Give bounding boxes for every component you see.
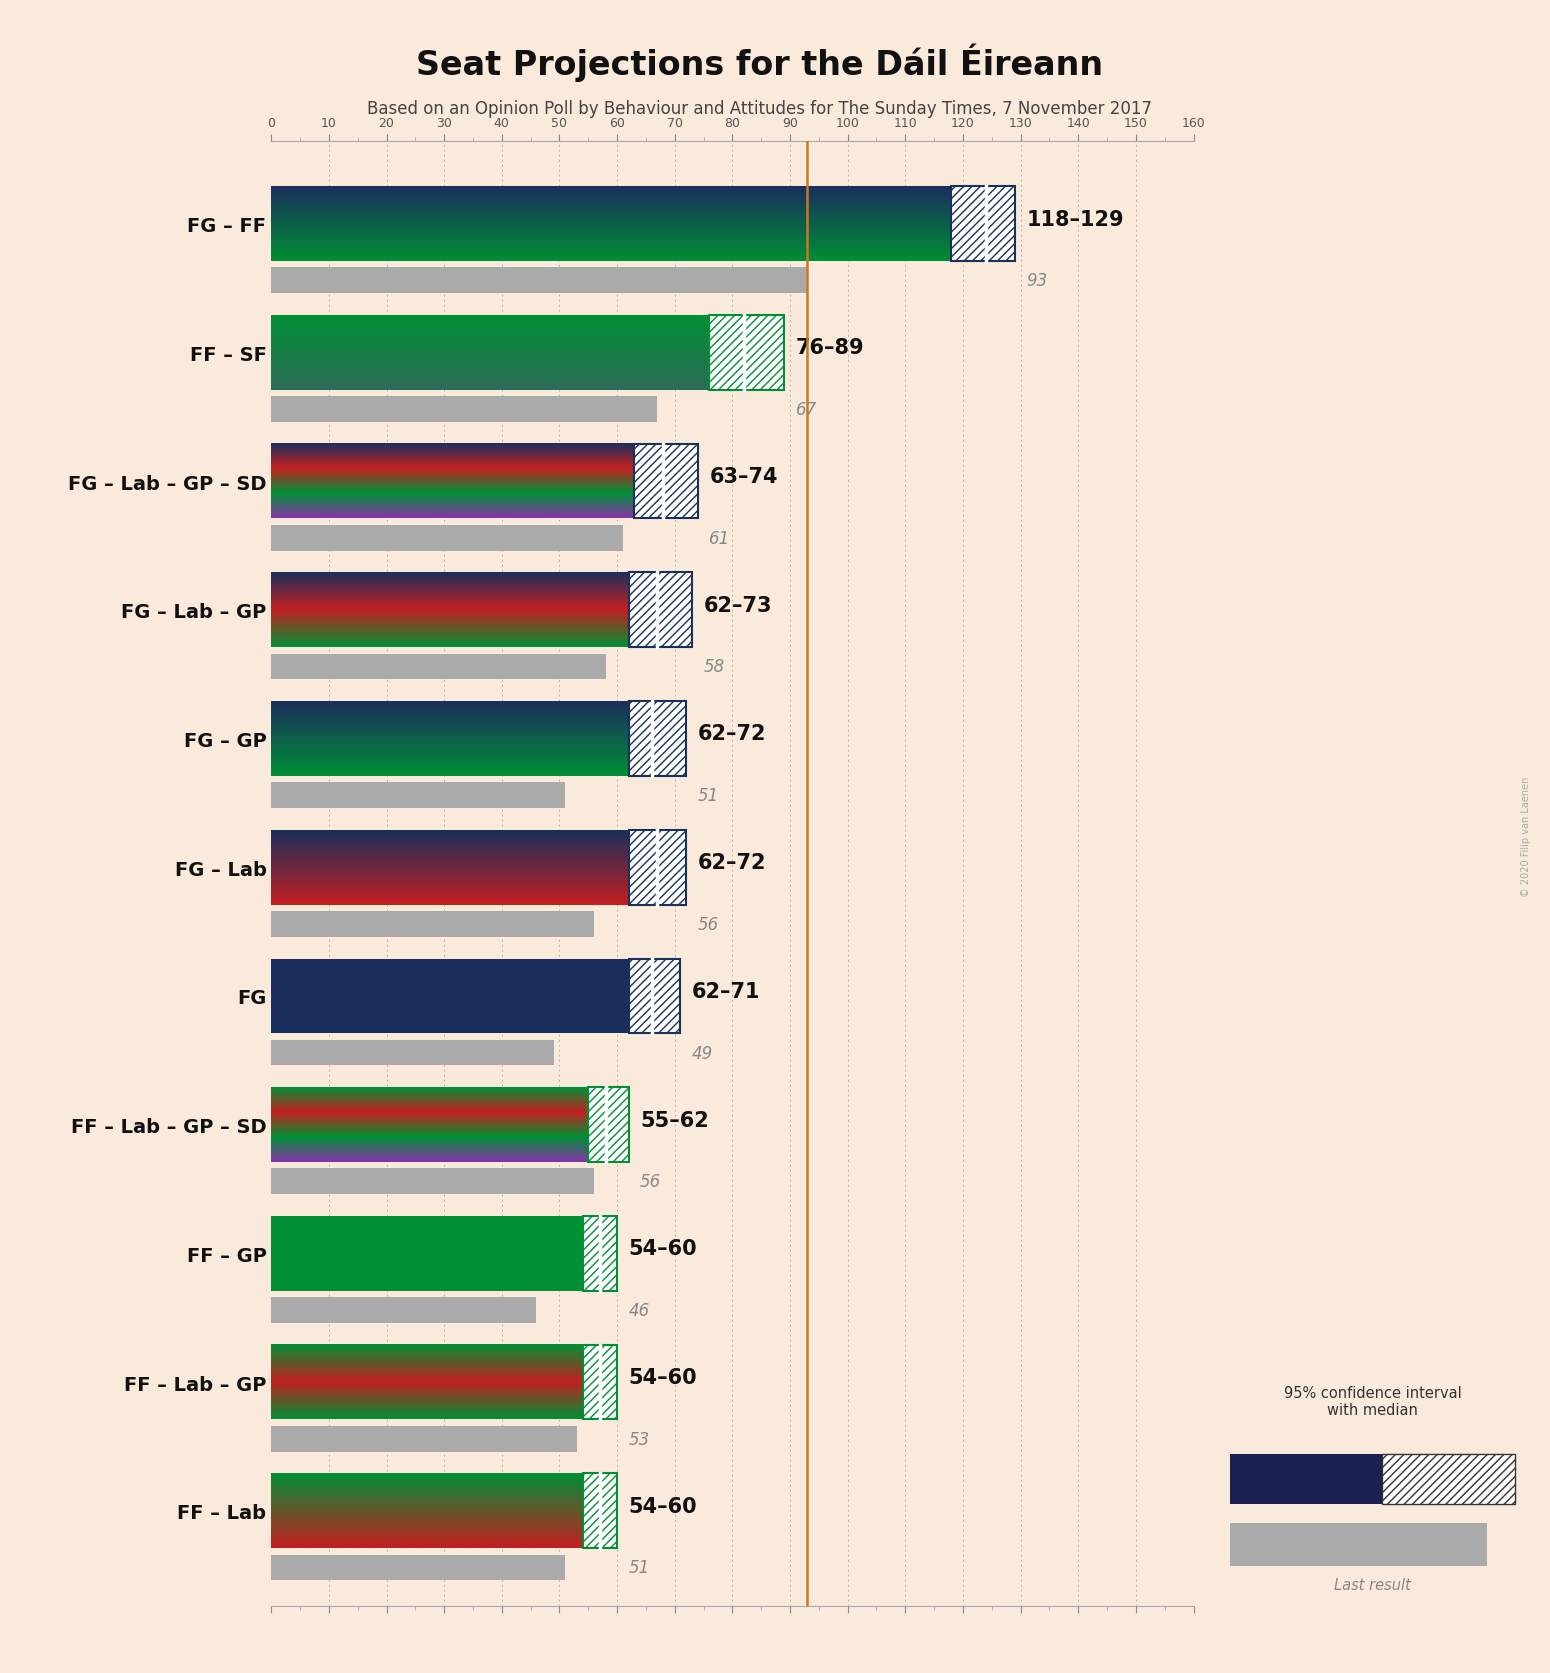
Text: © 2020 Filip van Laenen: © 2020 Filip van Laenen	[1522, 776, 1531, 897]
Bar	[271, 912, 594, 937]
Bar	[589, 1087, 629, 1163]
Bar	[952, 187, 1015, 263]
Bar	[634, 445, 698, 519]
Text: Last result: Last result	[1335, 1578, 1410, 1593]
Bar	[629, 830, 687, 905]
Text: 62–71: 62–71	[691, 980, 761, 1000]
Text: 56: 56	[698, 915, 719, 934]
Bar	[583, 1474, 617, 1548]
Bar	[271, 1297, 536, 1323]
Text: 58: 58	[704, 657, 725, 676]
Bar	[1231, 1454, 1381, 1504]
Text: 93: 93	[1026, 273, 1048, 289]
Text: 51: 51	[698, 786, 719, 805]
Bar	[710, 316, 784, 390]
Text: 95% confidence interval
with median: 95% confidence interval with median	[1283, 1385, 1462, 1417]
Bar	[629, 830, 687, 905]
Bar	[1231, 1522, 1488, 1566]
Bar	[271, 268, 808, 294]
Text: Based on an Opinion Poll by Behaviour and Attitudes for The Sunday Times, 7 Nove: Based on an Opinion Poll by Behaviour an…	[367, 100, 1152, 119]
Bar	[271, 959, 629, 1034]
Bar	[1381, 1454, 1514, 1504]
Text: 62–73: 62–73	[704, 596, 772, 616]
Bar	[583, 1474, 617, 1548]
Bar	[629, 574, 691, 647]
Text: Seat Projections for the Dáil Éireann: Seat Projections for the Dáil Éireann	[415, 43, 1104, 82]
Bar	[629, 959, 680, 1034]
Text: 62–72: 62–72	[698, 724, 766, 744]
Bar	[271, 1041, 553, 1066]
Bar	[629, 701, 687, 776]
Bar	[271, 654, 606, 679]
Text: 67: 67	[795, 402, 817, 418]
Bar	[583, 1345, 617, 1420]
Bar	[271, 1425, 577, 1452]
Bar	[629, 574, 691, 647]
Text: 61: 61	[710, 529, 730, 547]
Text: 54–60: 54–60	[629, 1367, 698, 1387]
Text: 53: 53	[629, 1430, 649, 1447]
Bar	[583, 1345, 617, 1420]
Bar	[710, 316, 784, 390]
Text: 62–72: 62–72	[698, 853, 766, 873]
Text: 56: 56	[640, 1173, 662, 1191]
Text: 76–89: 76–89	[795, 338, 865, 358]
Bar	[583, 1216, 617, 1292]
Bar	[952, 187, 1015, 263]
Bar	[271, 525, 623, 552]
Bar	[271, 397, 657, 423]
Bar	[271, 1554, 566, 1581]
Text: 49: 49	[691, 1044, 713, 1062]
Bar	[629, 701, 687, 776]
Text: 54–60: 54–60	[629, 1496, 698, 1516]
Text: 118–129: 118–129	[1026, 209, 1124, 229]
Text: 51: 51	[629, 1559, 649, 1576]
Bar	[583, 1216, 617, 1292]
Bar	[634, 445, 698, 519]
Bar	[271, 1169, 594, 1195]
Bar	[629, 959, 680, 1034]
Text: 63–74: 63–74	[710, 467, 778, 487]
Text: 55–62: 55–62	[640, 1109, 708, 1129]
Text: 46: 46	[629, 1302, 649, 1320]
Bar	[589, 1087, 629, 1163]
Text: 54–60: 54–60	[629, 1238, 698, 1258]
Bar	[271, 783, 566, 808]
